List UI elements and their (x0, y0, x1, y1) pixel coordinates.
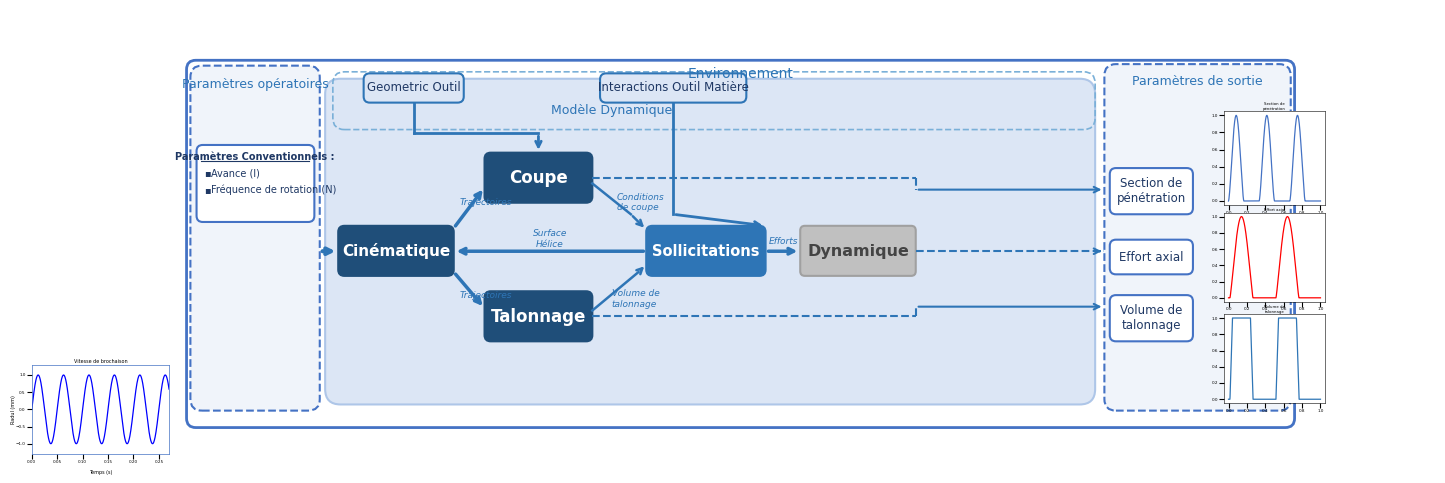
FancyBboxPatch shape (600, 73, 746, 102)
Text: Paramètres opératoires: Paramètres opératoires (182, 78, 328, 91)
FancyBboxPatch shape (338, 226, 454, 276)
Text: ▪: ▪ (204, 185, 211, 195)
FancyBboxPatch shape (1104, 64, 1290, 411)
FancyBboxPatch shape (1110, 295, 1194, 341)
Title: Section de
pénétration: Section de pénétration (1263, 102, 1286, 111)
FancyBboxPatch shape (484, 153, 592, 203)
Title: Effort axial: Effort axial (1264, 208, 1285, 212)
FancyBboxPatch shape (1110, 168, 1194, 214)
Text: Paramètres Conventionnels :: Paramètres Conventionnels : (175, 152, 335, 161)
Text: Efforts: Efforts (769, 237, 798, 246)
X-axis label: Temps (s): Temps (s) (88, 470, 113, 475)
Text: Cinématique: Cinématique (342, 243, 449, 259)
Text: Talonnage: Talonnage (491, 308, 587, 326)
Text: Interactions Outil Matière: Interactions Outil Matière (598, 82, 749, 95)
Y-axis label: Radul (mm): Radul (mm) (10, 395, 16, 424)
Text: Effort axial: Effort axial (1118, 251, 1183, 264)
Text: Dynamique: Dynamique (808, 244, 909, 259)
Text: Sollicitations: Sollicitations (652, 244, 759, 259)
FancyBboxPatch shape (197, 145, 315, 222)
Title: Vitesse de brochaison: Vitesse de brochaison (74, 359, 127, 364)
FancyBboxPatch shape (191, 66, 319, 411)
Text: Conditions
de coupe: Conditions de coupe (617, 193, 665, 213)
FancyBboxPatch shape (484, 291, 592, 341)
FancyBboxPatch shape (325, 79, 1095, 404)
Text: Volume de
talonnage: Volume de talonnage (611, 289, 659, 309)
Text: Paramètres de sortie: Paramètres de sortie (1133, 74, 1263, 87)
Text: Trajectoires: Trajectoires (460, 291, 513, 299)
FancyBboxPatch shape (801, 226, 916, 276)
FancyBboxPatch shape (646, 226, 766, 276)
Text: Environnement: Environnement (688, 67, 793, 81)
Text: Modèle Dynamique: Modèle Dynamique (551, 104, 672, 117)
Text: ▪: ▪ (204, 169, 211, 178)
Text: Coupe: Coupe (509, 169, 568, 187)
FancyBboxPatch shape (364, 73, 464, 102)
Title: Volume de
talonnage: Volume de talonnage (1264, 305, 1285, 313)
Text: Fréquence de rotation (N): Fréquence de rotation (N) (211, 185, 337, 195)
FancyBboxPatch shape (1110, 240, 1194, 274)
Text: Volume de
talonnage: Volume de talonnage (1120, 304, 1182, 332)
Text: Surface
Hélice: Surface Hélice (533, 229, 568, 249)
FancyBboxPatch shape (186, 60, 1295, 427)
Text: Section de
pénétration: Section de pénétration (1117, 177, 1186, 205)
Text: Geometric Outil: Geometric Outil (367, 82, 461, 95)
Text: Avance (l): Avance (l) (211, 169, 260, 178)
Text: Trajectoires: Trajectoires (460, 198, 513, 207)
